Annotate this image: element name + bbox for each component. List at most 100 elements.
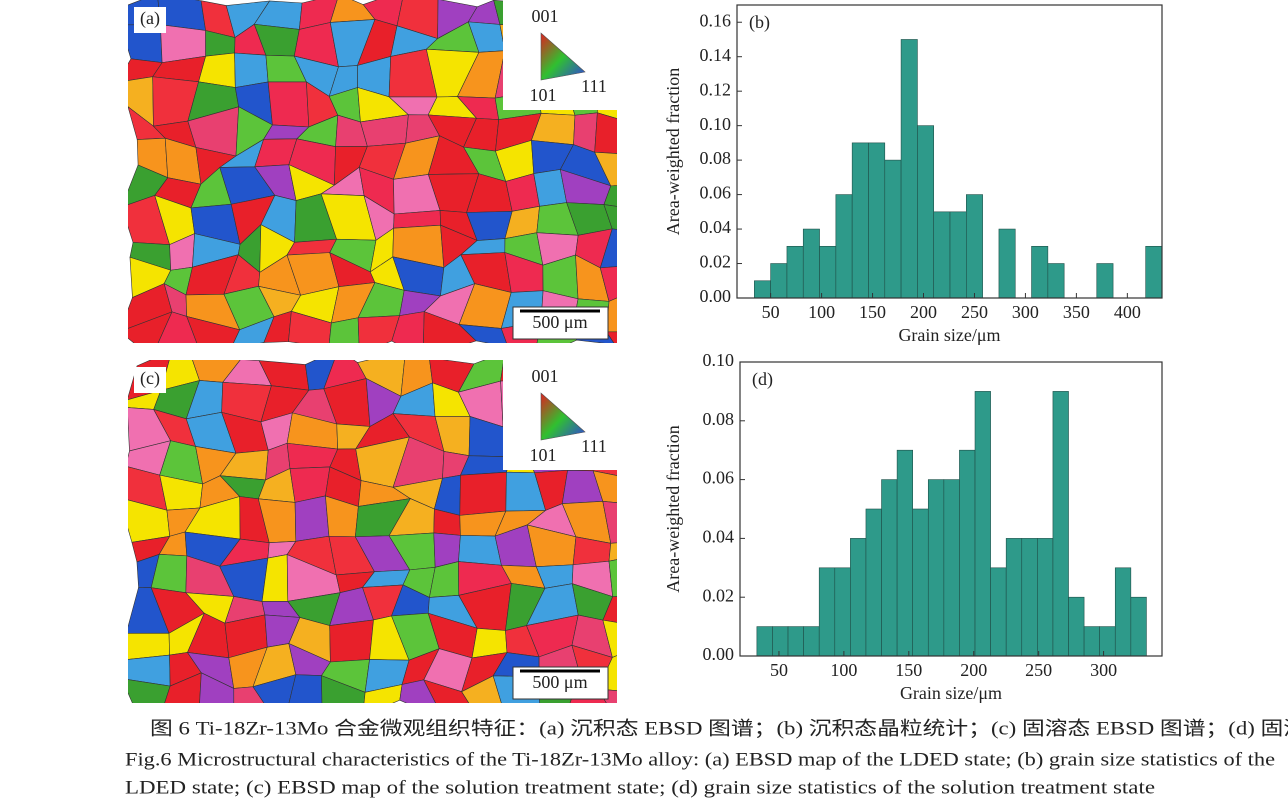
grain <box>158 672 202 703</box>
x-tick-label: 250 <box>1025 660 1052 680</box>
bar <box>943 479 960 657</box>
y-tick-label: 0.00 <box>703 644 735 664</box>
grain <box>294 495 330 542</box>
grain <box>594 112 617 156</box>
bar <box>802 228 820 299</box>
x-tick-label: 400 <box>1114 302 1141 322</box>
x-tick-label: 50 <box>770 660 788 680</box>
bar <box>1047 263 1065 299</box>
pole-label: 101 <box>530 85 557 105</box>
plot-frame <box>736 4 1163 299</box>
grain <box>594 151 617 187</box>
grain <box>468 416 512 458</box>
y-axis-label: Area-weighted fraction <box>663 425 683 592</box>
bar <box>1031 245 1049 299</box>
grain <box>499 24 536 61</box>
x-tick-label: 100 <box>808 302 835 322</box>
ebsd-map <box>128 0 680 349</box>
grain <box>641 324 677 349</box>
grain <box>572 364 614 395</box>
grain <box>603 184 617 210</box>
bar <box>1052 391 1069 657</box>
ipf-triangle <box>540 32 586 81</box>
y-tick-label: 0.10 <box>700 114 732 134</box>
y-tick-label: 0.10 <box>703 350 735 370</box>
pole-label: 101 <box>530 445 557 465</box>
pole-label: 111 <box>581 76 607 96</box>
bar <box>756 626 773 657</box>
label-box <box>134 7 166 33</box>
grain <box>605 331 617 343</box>
x-tick-label: 300 <box>1012 302 1039 322</box>
bar <box>1005 538 1023 657</box>
grain <box>423 679 475 703</box>
bar <box>851 142 869 299</box>
grain <box>599 263 617 302</box>
pole-label: 001 <box>532 6 559 26</box>
grain <box>565 1 614 31</box>
bar <box>900 39 918 299</box>
bar <box>1068 596 1085 657</box>
bar <box>834 567 851 657</box>
bar <box>770 263 788 299</box>
bar <box>865 508 882 657</box>
bar <box>927 479 945 657</box>
grain <box>602 596 617 628</box>
bar <box>1130 596 1147 657</box>
bar <box>1099 626 1116 657</box>
y-tick-label: 0.06 <box>700 183 732 203</box>
bar <box>818 567 836 657</box>
grain <box>391 311 425 343</box>
pole-label: 111 <box>581 436 607 456</box>
bar <box>974 391 991 657</box>
grain <box>644 285 677 332</box>
grain <box>267 81 310 128</box>
bar <box>1083 626 1100 657</box>
grain <box>286 674 323 703</box>
y-tick-label: 0.12 <box>700 79 732 99</box>
grain <box>632 613 682 660</box>
bar <box>884 159 902 299</box>
grain <box>458 535 502 566</box>
bar <box>949 211 967 299</box>
y-tick-label: 0.02 <box>703 585 735 605</box>
grain <box>632 393 681 429</box>
x-axis-label: Grain size/μm <box>898 325 1000 345</box>
bar <box>1037 538 1054 657</box>
x-tick-label: 150 <box>895 660 922 680</box>
x-tick-label: 350 <box>1063 302 1090 322</box>
grain <box>234 52 269 88</box>
plot-frame <box>739 361 1163 657</box>
y-tick-label: 0.14 <box>700 45 732 65</box>
x-axis-label: Grain size/μm <box>900 683 1002 703</box>
bar <box>787 626 804 657</box>
grain <box>357 315 400 343</box>
grain <box>635 0 680 32</box>
bar <box>1096 263 1114 299</box>
grain <box>636 672 676 719</box>
grain <box>596 360 617 398</box>
bar <box>1021 538 1038 657</box>
grain <box>252 674 297 703</box>
ebsd-map <box>128 360 682 719</box>
grain <box>633 594 682 626</box>
y-tick-label: 0.04 <box>700 217 732 237</box>
grain <box>592 470 617 505</box>
bar <box>786 245 804 299</box>
bar <box>819 245 837 299</box>
bar <box>896 449 913 657</box>
grain <box>186 315 241 343</box>
caption-en: LDED state; (c) EBSD map of the solution… <box>125 777 1155 798</box>
bar <box>998 228 1016 299</box>
caption-zh: 图 6 Ti-18Zr-13Mo 合金微观组织特征：(a) 沉积态 EBSD 图… <box>150 717 1288 739</box>
panel-label: (d) <box>752 369 773 390</box>
grain <box>603 204 617 233</box>
grain <box>128 654 171 687</box>
bar <box>912 508 929 657</box>
grain <box>602 619 617 658</box>
scale-bar-label: 500 μm <box>532 312 587 332</box>
x-tick-label: 200 <box>910 302 937 322</box>
grain <box>128 311 173 343</box>
x-tick-label: 50 <box>762 302 780 322</box>
panel-label: (b) <box>749 12 770 33</box>
